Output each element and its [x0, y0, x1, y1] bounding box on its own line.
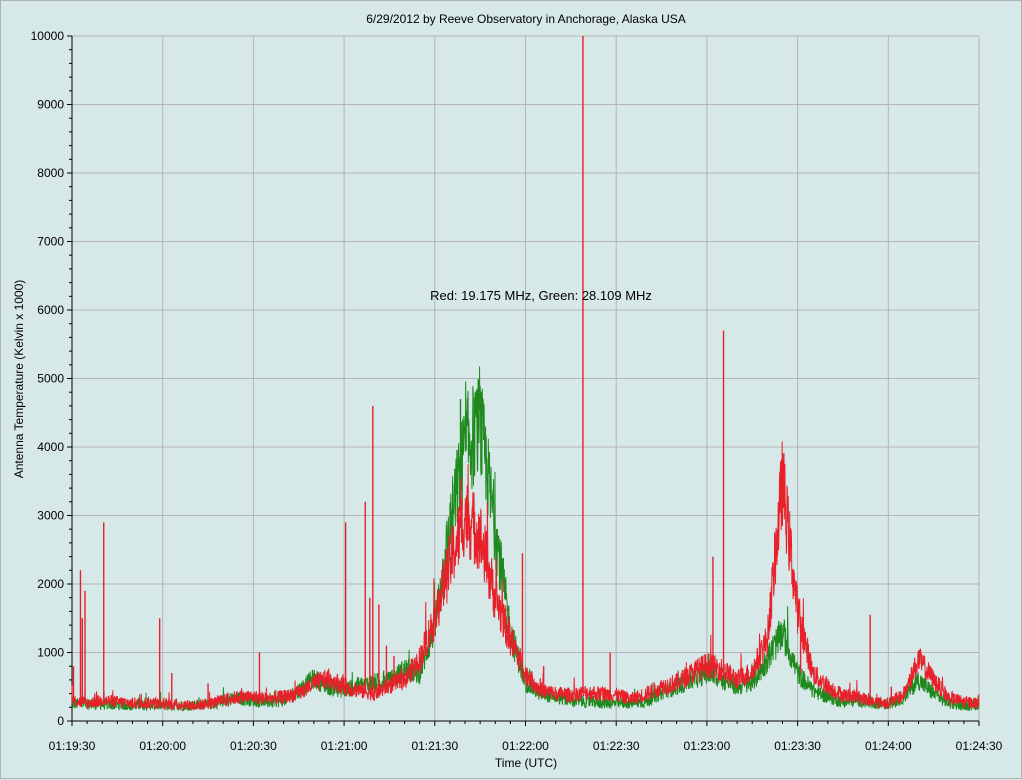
- x-tick-label: 01:23:00: [684, 739, 731, 753]
- x-tick-label: 01:20:30: [230, 739, 277, 753]
- x-tick-label: 01:21:30: [411, 739, 458, 753]
- y-tick-label: 3000: [37, 509, 64, 523]
- series-line: [71, 441, 980, 711]
- y-tick-label: 6000: [37, 303, 64, 317]
- series-group: [71, 36, 980, 712]
- y-tick-label: 1000: [37, 646, 64, 660]
- x-tick-label: 01:22:30: [593, 739, 640, 753]
- chart-title: 6/29/2012 by Reeve Observatory in Anchor…: [366, 12, 686, 26]
- x-tick-label: 01:24:00: [865, 739, 912, 753]
- x-axis-label: Time (UTC): [495, 756, 557, 770]
- x-tick-label: 01:23:30: [774, 739, 821, 753]
- x-tick-label: 01:24:30: [956, 739, 1003, 753]
- y-tick-label: 10000: [31, 29, 65, 43]
- y-tick-label: 8000: [37, 166, 64, 180]
- x-tick-label: 01:22:00: [502, 739, 549, 753]
- y-tick-label: 7000: [37, 235, 64, 249]
- gridlines: [72, 35, 980, 721]
- x-tick-label: 01:20:00: [139, 739, 186, 753]
- y-tick-label: 5000: [37, 372, 64, 386]
- y-tick-label: 9000: [37, 98, 64, 112]
- x-tick-label: 01:19:30: [49, 739, 96, 753]
- series-annotation: Red: 19.175 MHz, Green: 28.109 MHz: [430, 288, 652, 303]
- y-tick-label: 4000: [37, 440, 64, 454]
- axes: 0 1000 2000 3000 4000 5000 6000 7000 8000 9000 100…: [31, 29, 1003, 753]
- y-tick-label: 2000: [37, 577, 64, 591]
- y-axis-label: Antenna Temperature (Kelvin x 1000): [12, 280, 26, 479]
- y-tick-label: 0: [57, 714, 64, 728]
- series-red: [71, 36, 980, 711]
- x-tick-label: 01:21:00: [321, 739, 368, 753]
